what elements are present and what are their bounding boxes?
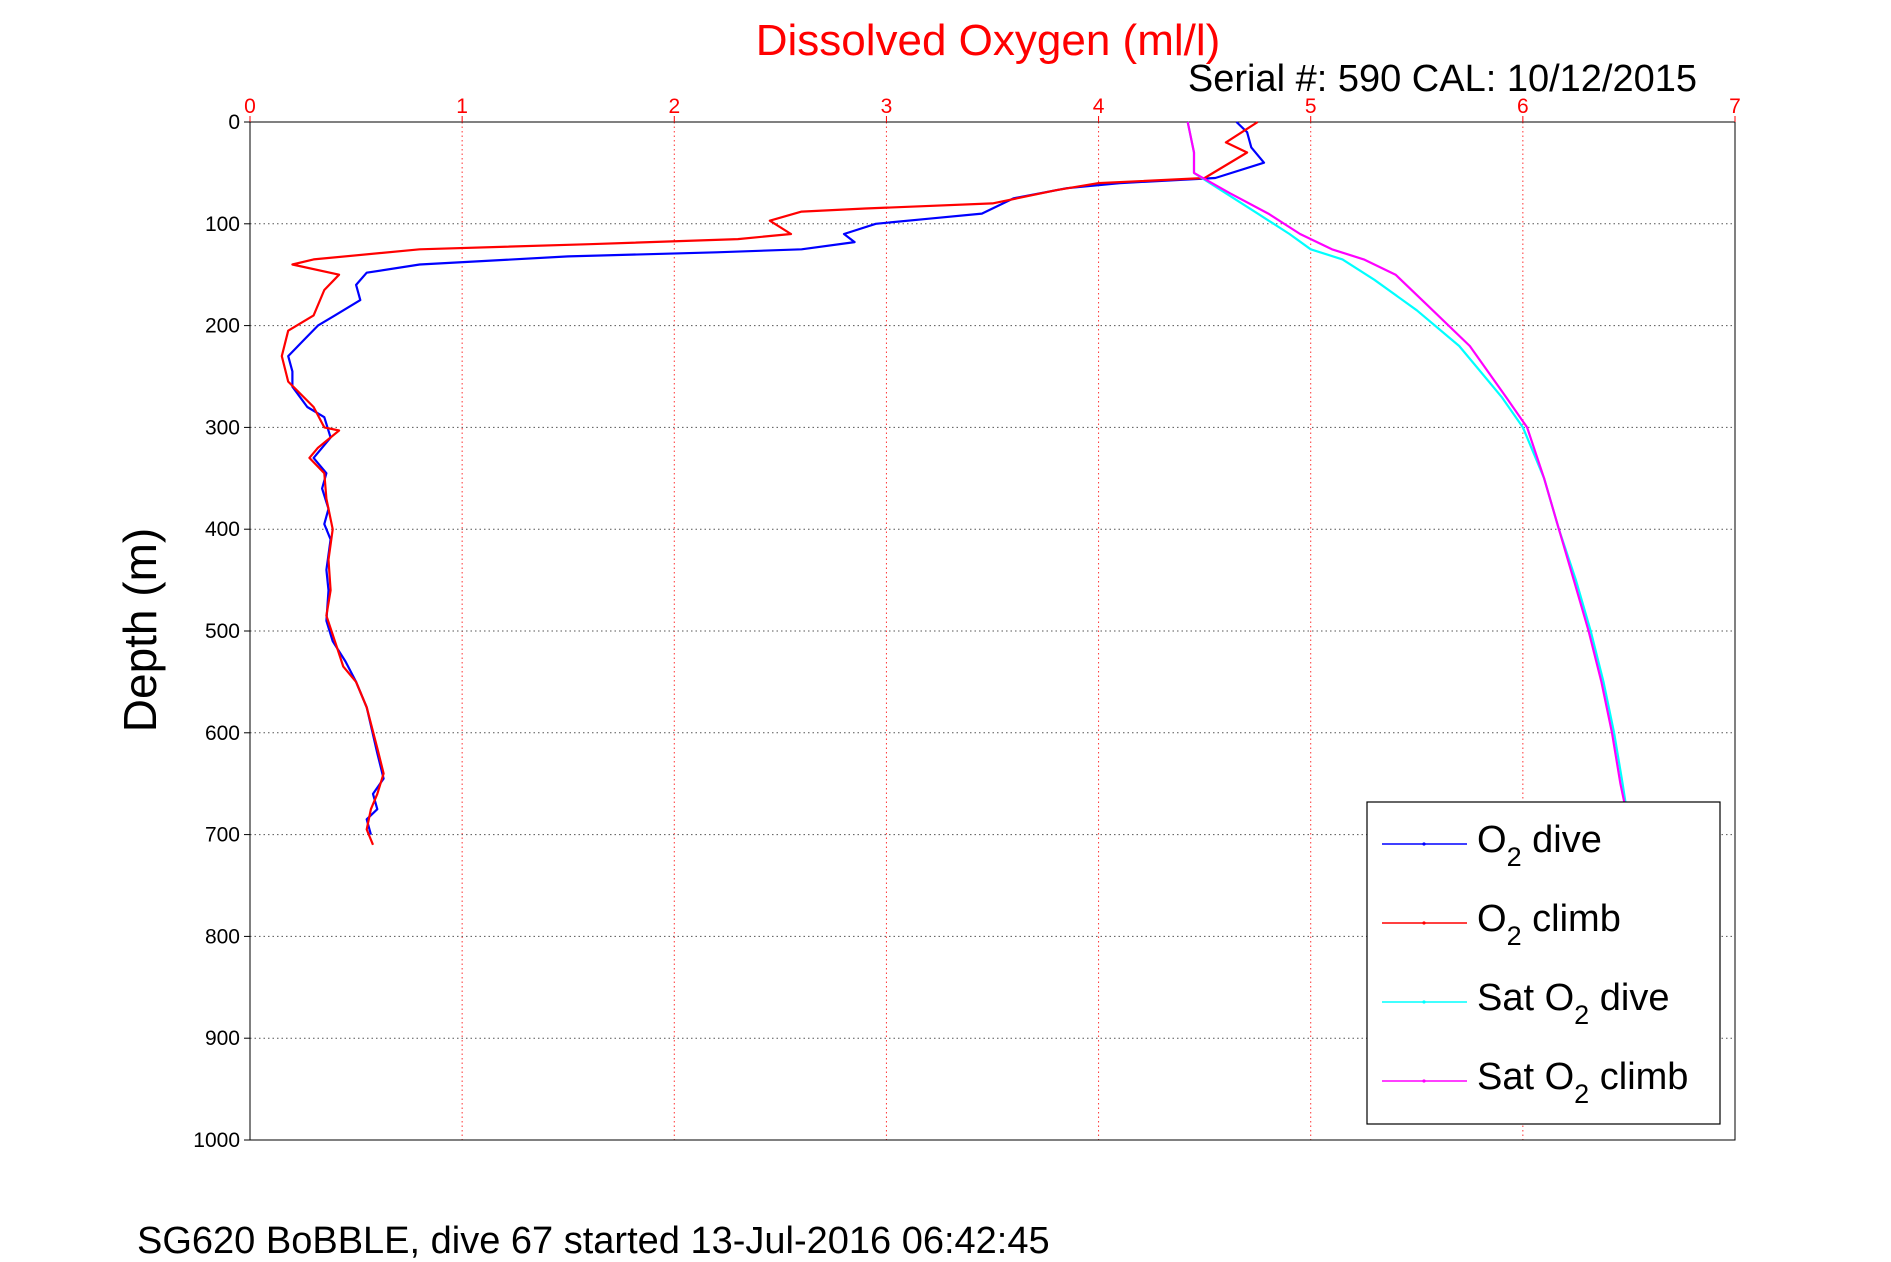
y-axis-ticks: 0 100 200 300 400 500 600 700 800 900 1000 — [193, 111, 250, 1152]
y-tick-label: 700 — [205, 824, 240, 847]
x-tick-label: 6 — [1517, 95, 1529, 118]
y-tick-label: 300 — [205, 416, 240, 439]
y-tick-label: 400 — [205, 518, 240, 541]
dive-info-footer: SG620 BoBBLE, dive 67 started 13-Jul-201… — [137, 1220, 1050, 1262]
legend-label-rest: dive — [1589, 977, 1669, 1019]
series-line-o2-dive — [287, 121, 1266, 835]
legend-marker-o2-climb — [1422, 921, 1426, 925]
legend-label-sat-o2-climb: Sat O2 climb — [1477, 1056, 1688, 1109]
y-tick-label: 1000 — [193, 1129, 240, 1152]
y-tick-label: 0 — [228, 111, 240, 134]
legend-marker-o2-dive — [1422, 842, 1426, 846]
series-line-sat-o2-climb — [1186, 121, 1630, 825]
legend-label-o2-dive: O2 dive — [1477, 819, 1602, 872]
series-line-o2-climb — [280, 121, 1259, 846]
legend-marker-sat-o2-climb — [1422, 1079, 1426, 1083]
legend-label-subscript: 2 — [1574, 1079, 1589, 1109]
legend-label-main: Sat O — [1477, 1056, 1574, 1098]
legend-label-main: Sat O — [1477, 977, 1574, 1019]
legend-marker-sat-o2-dive — [1422, 1000, 1426, 1004]
x-tick-label: 3 — [881, 95, 893, 118]
legend-label-main: O — [1477, 819, 1507, 861]
legend-label-rest: climb — [1589, 1056, 1688, 1098]
y-tick-label: 200 — [205, 315, 240, 338]
legend-label-subscript: 2 — [1507, 921, 1522, 951]
x-tick-label: 2 — [668, 95, 680, 118]
legend-label-subscript: 2 — [1507, 842, 1522, 872]
y-tick-label: 600 — [205, 722, 240, 745]
x-tick-label: 4 — [1093, 95, 1105, 118]
legend-label-rest: climb — [1522, 898, 1621, 940]
y-tick-label: 100 — [205, 213, 240, 236]
y-axis-label: Depth (m) — [114, 528, 166, 732]
y-tick-label: 900 — [205, 1027, 240, 1050]
x-axis-ticks: 0 1 2 3 4 5 6 7 — [244, 95, 1741, 122]
y-tick-label: 800 — [205, 925, 240, 948]
legend-box — [1366, 801, 1721, 1125]
x-tick-label: 0 — [244, 95, 256, 118]
legend-label-rest: dive — [1522, 819, 1602, 861]
x-tick-label: 1 — [456, 95, 468, 118]
chart-title: Dissolved Oxygen (ml/l) — [756, 16, 1221, 65]
series-line-sat-o2-dive — [1186, 121, 1630, 825]
y-tick-label: 500 — [205, 620, 240, 643]
serial-calibration-note: Serial #: 590 CAL: 10/12/2015 — [1188, 58, 1697, 100]
legend-label-o2-climb: O2 climb — [1477, 898, 1621, 951]
legend-label-main: O — [1477, 898, 1507, 940]
series-layer — [280, 121, 1630, 846]
legend-label-sat-o2-dive: Sat O2 dive — [1477, 977, 1669, 1030]
legend-label-subscript: 2 — [1574, 1000, 1589, 1030]
x-tick-label: 7 — [1729, 95, 1741, 118]
x-tick-label: 5 — [1305, 95, 1317, 118]
